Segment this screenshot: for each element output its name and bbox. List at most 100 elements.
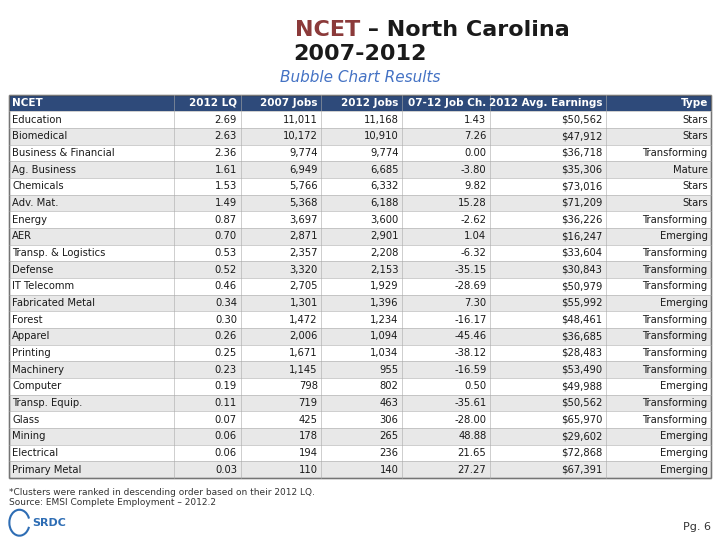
Bar [9, 228, 174, 245]
Text: 2012 Jobs: 2012 Jobs [341, 98, 399, 108]
Bar [321, 345, 402, 361]
Bar [9, 461, 174, 478]
Text: -16.17: -16.17 [454, 314, 487, 325]
Text: 0.19: 0.19 [215, 381, 237, 391]
Bar [606, 128, 711, 145]
Text: Emerging: Emerging [660, 431, 708, 441]
Bar [240, 111, 321, 128]
Text: AER: AER [12, 231, 32, 241]
Text: -28.69: -28.69 [454, 281, 487, 291]
Bar [174, 361, 240, 378]
Text: 2007 Jobs: 2007 Jobs [260, 98, 318, 108]
Text: Defense: Defense [12, 265, 53, 274]
Text: Forest: Forest [12, 314, 42, 325]
Text: 1,234: 1,234 [370, 314, 399, 325]
Text: Transforming: Transforming [642, 214, 708, 225]
Text: Biomedical: Biomedical [12, 131, 68, 141]
Text: $36,226: $36,226 [561, 214, 603, 225]
Bar [174, 111, 240, 128]
Text: Transforming: Transforming [642, 331, 708, 341]
Bar [174, 128, 240, 145]
Text: Pg. 6: Pg. 6 [683, 522, 711, 531]
Text: Transforming: Transforming [642, 364, 708, 375]
Bar [174, 161, 240, 178]
Text: 07-12 Job Ch.: 07-12 Job Ch. [408, 98, 487, 108]
Text: 425: 425 [299, 415, 318, 424]
Bar [240, 128, 321, 145]
Text: 2,208: 2,208 [370, 248, 399, 258]
Text: 1,396: 1,396 [370, 298, 399, 308]
Bar [490, 411, 606, 428]
Text: Stars: Stars [682, 198, 708, 208]
Text: Glass: Glass [12, 415, 40, 424]
Bar [240, 94, 321, 111]
Text: Transforming: Transforming [642, 314, 708, 325]
Text: $35,306: $35,306 [561, 165, 603, 174]
Bar [402, 361, 490, 378]
Bar [402, 294, 490, 311]
Bar [402, 261, 490, 278]
Text: 0.11: 0.11 [215, 398, 237, 408]
Bar [402, 211, 490, 228]
Text: 1.53: 1.53 [215, 181, 237, 191]
Bar [9, 161, 174, 178]
Text: 0.53: 0.53 [215, 248, 237, 258]
Bar [174, 311, 240, 328]
Text: 6,188: 6,188 [370, 198, 399, 208]
Text: Mature: Mature [672, 165, 708, 174]
Bar [321, 378, 402, 395]
Bar [174, 444, 240, 461]
Bar [606, 428, 711, 444]
Text: Source: EMSI Complete Employment – 2012.2: Source: EMSI Complete Employment – 2012.… [9, 498, 216, 508]
Text: 6,949: 6,949 [289, 165, 318, 174]
Bar [606, 178, 711, 194]
Bar [490, 444, 606, 461]
Bar [240, 328, 321, 345]
Text: 719: 719 [299, 398, 318, 408]
Bar [490, 211, 606, 228]
Bar [174, 328, 240, 345]
Text: Transforming: Transforming [642, 415, 708, 424]
Bar [321, 194, 402, 211]
Text: 3,320: 3,320 [289, 265, 318, 274]
Bar [402, 311, 490, 328]
Bar [606, 228, 711, 245]
Bar [240, 228, 321, 245]
Bar [606, 461, 711, 478]
Text: Transp. & Logistics: Transp. & Logistics [12, 248, 106, 258]
Bar [240, 161, 321, 178]
Bar [174, 428, 240, 444]
Text: 1,301: 1,301 [289, 298, 318, 308]
Text: 0.46: 0.46 [215, 281, 237, 291]
Bar [9, 178, 174, 194]
Text: Emerging: Emerging [660, 464, 708, 475]
Bar [9, 428, 174, 444]
Text: $67,391: $67,391 [561, 464, 603, 475]
Bar [174, 228, 240, 245]
Bar [490, 294, 606, 311]
Bar [321, 294, 402, 311]
Text: 0.06: 0.06 [215, 448, 237, 458]
Text: 1.43: 1.43 [464, 114, 487, 125]
Text: 3,697: 3,697 [289, 214, 318, 225]
Text: 2,153: 2,153 [370, 265, 399, 274]
Bar [490, 261, 606, 278]
Text: Electrical: Electrical [12, 448, 58, 458]
Text: Type: Type [680, 98, 708, 108]
Text: 2,871: 2,871 [289, 231, 318, 241]
Bar [174, 378, 240, 395]
Bar [606, 161, 711, 178]
Text: Computer: Computer [12, 381, 61, 391]
Text: 1.61: 1.61 [215, 165, 237, 174]
Text: 5,368: 5,368 [289, 198, 318, 208]
Bar [402, 461, 490, 478]
Bar [174, 178, 240, 194]
Bar [240, 194, 321, 211]
Bar [240, 395, 321, 411]
Bar [9, 328, 174, 345]
Text: Emerging: Emerging [660, 448, 708, 458]
Bar [174, 245, 240, 261]
Bar [174, 211, 240, 228]
Bar [9, 261, 174, 278]
Bar [9, 94, 174, 111]
